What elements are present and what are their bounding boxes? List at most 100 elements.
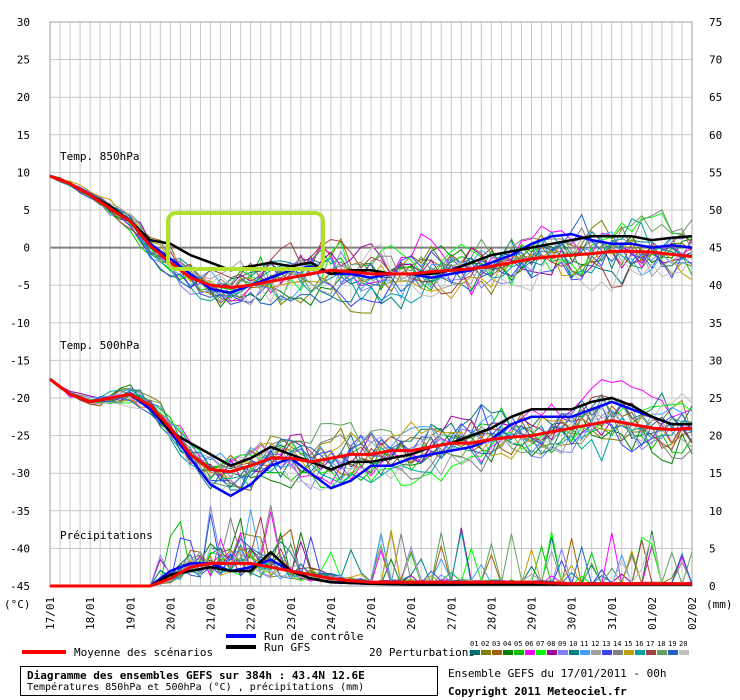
perturbation-number: 08 [547,640,555,648]
y-tick-left: 30 [17,16,30,29]
perturbation-swatch [492,650,502,655]
x-tick-label: 21/01 [205,597,218,630]
perturbation-number: 09 [558,640,566,648]
legend-control-label: Run de contrôle [264,630,363,643]
info-title: Diagramme des ensembles GEFS sur 384h : … [27,669,365,682]
x-tick-label: 25/01 [365,597,378,630]
y-tick-left: -5 [17,279,30,292]
copyright-label: Copyright 2011 Meteociel.fr [448,685,627,698]
series-t850-run-gfs [49,175,693,276]
perturbation-legend: 01 02 03 04 05 06 07 08 09 10 11 12 13 14 15 16 17 18 19 20 [470,640,689,655]
perturbation-number: 06 [525,640,533,648]
y-tick-right: 60 [709,129,722,142]
perturbation-swatch [657,650,667,655]
perturbation-swatch [646,650,656,655]
x-tick-label: 23/01 [285,597,298,630]
perturbation-line-18 [49,175,693,298]
perturbation-number: 01 [470,640,478,648]
y-tick-left: 20 [17,91,30,104]
y-tick-left: -25 [10,430,30,443]
y-tick-right: 0 [709,580,716,593]
y-tick-right: 70 [709,54,722,67]
x-axis: 17/01 18/01 19/01 20/01 21/01 22/01 23/01 24/01… [44,597,699,630]
legend: Moyenne des scénarios Run de contrôle Ru… [22,630,689,659]
perturbation-number: 18 [657,640,665,648]
panel-label-t500: Temp. 500hPa [60,339,139,352]
main-series-lines [49,174,693,588]
x-tick-label: 01/02 [646,597,659,630]
y-tick-left: -45 [10,580,30,593]
y-tick-left: -10 [10,317,30,330]
perturbation-swatch [613,650,623,655]
legend-mean-label: Moyenne des scénarios [74,646,213,659]
y-tick-left: -15 [10,354,30,367]
y-tick-left: 25 [17,54,30,67]
perturbation-number: 03 [492,640,500,648]
perturbation-number: 02 [481,640,489,648]
x-tick-label: 20/01 [164,597,177,630]
perturbation-swatch [547,650,557,655]
y-tick-right: 25 [709,392,722,405]
perturbation-swatch [668,650,678,655]
y-tick-right: 75 [709,16,722,29]
y-tick-right: 10 [709,505,722,518]
perturbation-line-7 [49,377,693,487]
series-t850-moyenne-des-sc-narios [49,174,693,290]
x-tick-label: 24/01 [325,597,338,630]
y-axis-left: 30 25 20 15 10 5 0 -5 -10 -15 -20 -25 -30 -35 -40 -45 [10,16,30,593]
perturbation-swatch [503,650,513,655]
x-tick-label: 31/01 [606,597,619,630]
x-tick-label: 30/01 [566,597,579,630]
perturbation-number: 17 [646,640,654,648]
x-tick-label: 18/01 [84,597,97,630]
perturbation-number: 10 [569,640,577,648]
y-tick-left: -30 [10,467,30,480]
perturbation-number: 12 [591,640,599,648]
x-tick-label: 22/01 [245,597,258,630]
perturbation-number: 04 [503,640,511,648]
perturbation-number: 15 [624,640,632,648]
perturbation-swatch [591,650,601,655]
y-tick-left: -20 [10,392,30,405]
perturbation-swatch [602,650,612,655]
perturbation-swatch [580,650,590,655]
y-tick-right: 30 [709,354,722,367]
perturbation-line-2 [49,379,693,470]
perturbation-swatch [536,650,546,655]
info-subtitle: Températures 850hPa et 500hPa (°C) , pré… [27,682,365,693]
y-tick-right: 15 [709,467,722,480]
series-t500-moyenne-des-sc-narios [49,377,693,474]
y-tick-right: 55 [709,166,722,179]
ensemble-run-label: Ensemble GEFS du 17/01/2011 - 00h [448,667,667,680]
x-tick-label: 17/01 [44,597,57,630]
perturbation-swatch [569,650,579,655]
y-tick-right: 20 [709,430,722,443]
y-tick-left: 0 [23,242,30,255]
legend-perturbations-label: 20 Perturbations [369,646,475,659]
perturbation-swatch [635,650,645,655]
perturbation-swatch [514,650,524,655]
info-box: Diagramme des ensembles GEFS sur 384h : … [20,666,438,696]
perturbation-line-10 [49,175,693,310]
panel-label-t850: Temp. 850hPa [60,150,139,163]
y-unit-left: (°C) [4,598,31,611]
panel-label-precip: Précipitations [60,529,153,542]
legend-swatch-mean [22,650,66,654]
x-tick-label: 29/01 [526,597,539,630]
highlight-box [166,211,325,271]
perturbation-line-16 [49,176,693,304]
x-tick-label: 02/02 [686,597,699,630]
y-tick-left: 15 [17,129,30,142]
perturbation-swatch [470,650,480,655]
series-precip-moyenne-des-sc-narios [50,561,692,588]
perturbation-swatch [679,650,689,655]
legend-swatch-control [226,634,256,638]
y-tick-left: 5 [23,204,30,217]
y-tick-right: 65 [709,91,722,104]
y-tick-left: -40 [10,542,30,555]
y-tick-left: 10 [17,166,30,179]
y-tick-left: -35 [10,505,30,518]
x-tick-label: 19/01 [124,597,137,630]
